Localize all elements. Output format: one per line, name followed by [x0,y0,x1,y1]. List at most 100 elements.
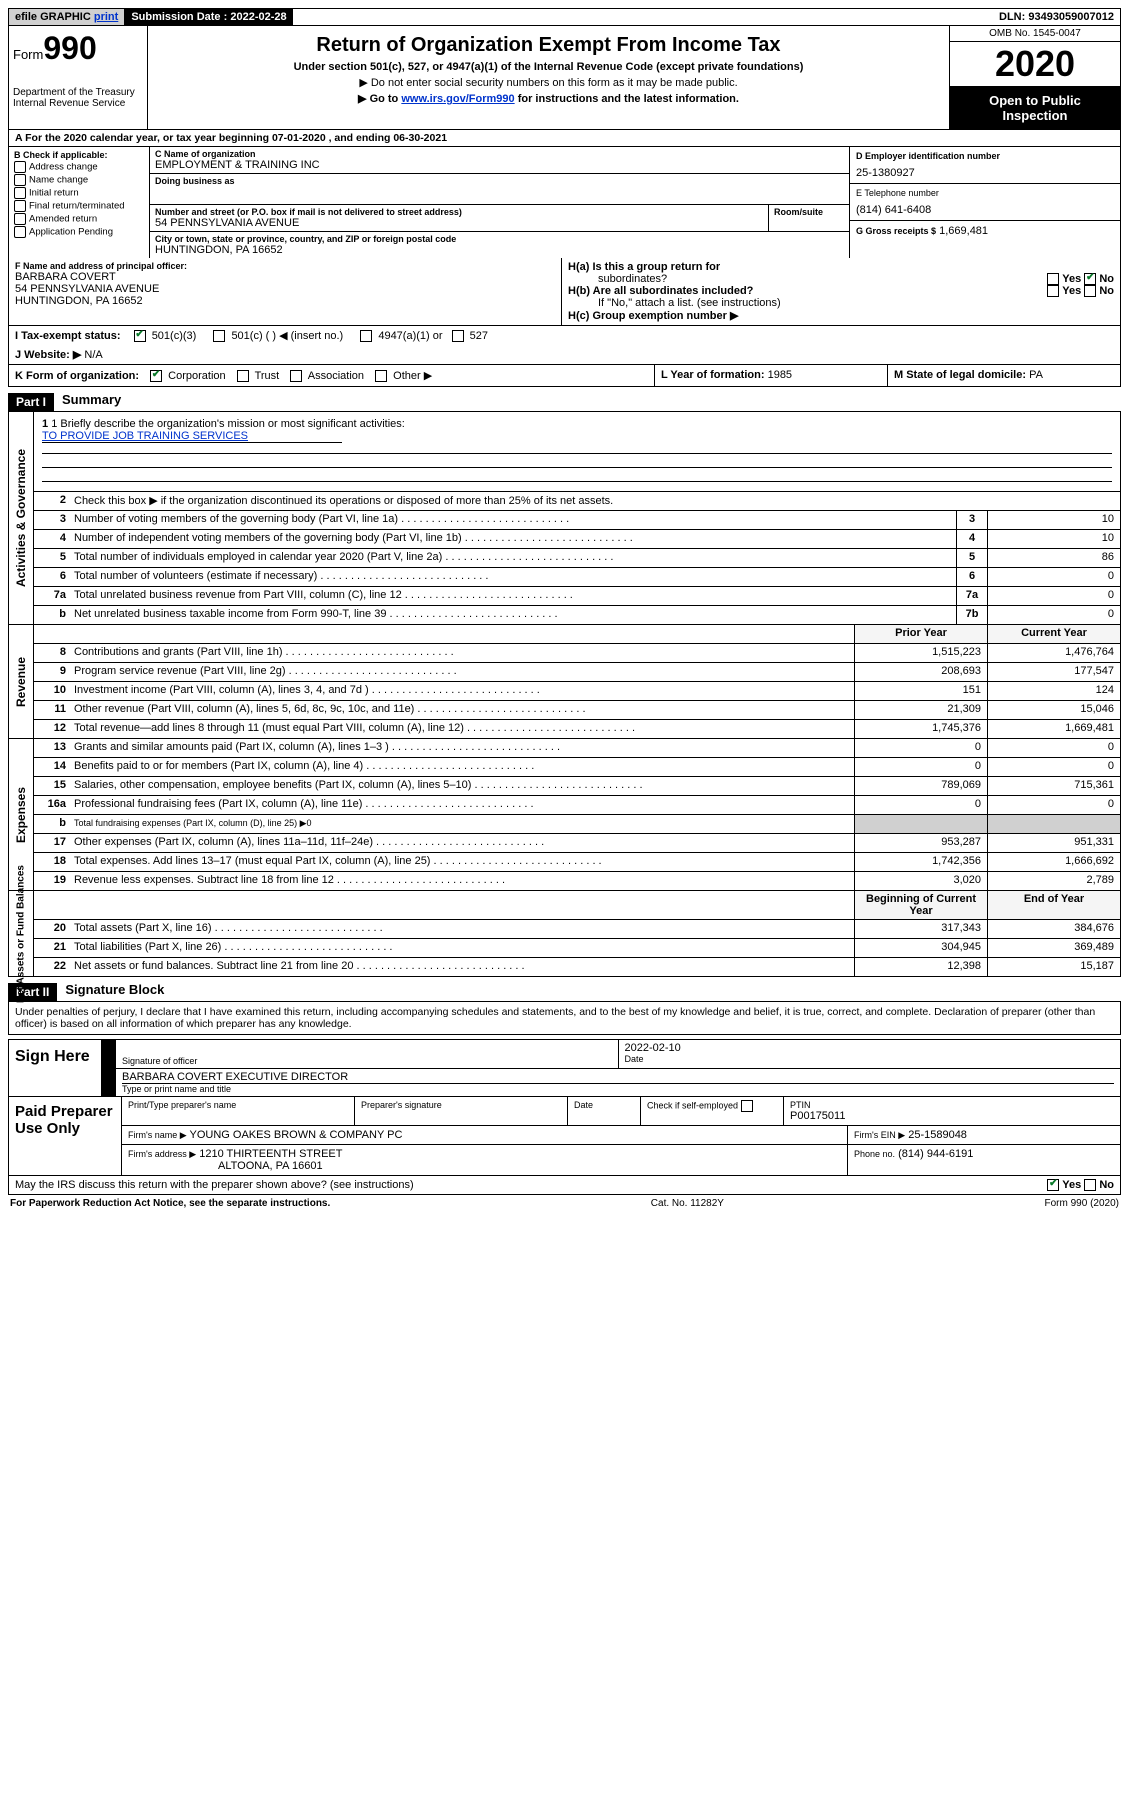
header-right: OMB No. 1545-0047 2020 Open to PublicIns… [950,26,1120,129]
name-label: C Name of organization [155,149,844,159]
prep-sig-label: Preparer's signature [361,1100,561,1110]
chk-amended-return[interactable]: Amended return [14,213,144,225]
line-13: 13Grants and similar amounts paid (Part … [34,739,1120,758]
firm-addr-label: Firm's address ▶ [128,1149,196,1159]
chk-self-employed[interactable] [741,1100,753,1112]
q2-label: Check this box ▶ if the organization dis… [70,492,1120,510]
chk-application-pending[interactable]: Application Pending [14,226,144,238]
part1-title: Summary [62,392,121,407]
discuss-row: May the IRS discuss this return with the… [8,1176,1121,1195]
tel-value: (814) 641-6408 [856,204,1114,216]
side-gov: Activities & Governance [9,412,34,624]
name-title-label: Type or print name and title [122,1084,1114,1094]
chk-final-return[interactable]: Final return/terminated [14,200,144,212]
line-21: 21Total liabilities (Part X, line 26)304… [34,939,1120,958]
omb-number: OMB No. 1545-0047 [950,26,1120,42]
chk-501c3[interactable] [134,330,146,342]
chk-initial-return[interactable]: Initial return [14,187,144,199]
prep-date-label: Date [574,1100,634,1110]
chk-other[interactable] [375,370,387,382]
line-11: 11Other revenue (Part VIII, column (A), … [34,701,1120,720]
header-left: Form990 Department of the Treasury Inter… [9,26,148,129]
gross-value: 1,669,481 [939,225,988,237]
state-domicile: PA [1029,369,1043,381]
chk-trust[interactable] [237,370,249,382]
chk-assoc[interactable] [290,370,302,382]
mission-text[interactable]: TO PROVIDE JOB TRAINING SERVICES [42,430,342,443]
officer-name-title: BARBARA COVERT EXECUTIVE DIRECTOR [122,1071,1114,1084]
hdr-prior: Prior Year [854,625,987,643]
main-title: Return of Organization Exempt From Incom… [158,34,939,57]
arrow-icon [102,1040,116,1068]
firm-name-label: Firm's name ▶ [128,1130,187,1140]
q1-block: 1 1 Briefly describe the organization's … [34,412,1120,492]
paid-label: Paid Preparer Use Only [9,1097,122,1175]
discuss-label: May the IRS discuss this return with the… [15,1179,414,1191]
form-header: Form990 Department of the Treasury Inter… [8,26,1121,130]
paid-preparer-block: Paid Preparer Use Only Print/Type prepar… [8,1097,1121,1176]
line-10: 10Investment income (Part VIII, column (… [34,682,1120,701]
discuss-yes[interactable] [1047,1179,1059,1191]
gov-line-5: 5Total number of individuals employed in… [34,549,1120,568]
efile-label: efile GRAPHIC print [9,9,125,25]
chk-address-change[interactable]: Address change [14,161,144,173]
part2-header: Part II Signature Block [8,977,1121,1002]
hb-no[interactable] [1084,285,1096,297]
chk-501c[interactable] [213,330,225,342]
line-19: 19Revenue less expenses. Subtract line 1… [34,872,1120,890]
instruction-1: Do not enter social security numbers on … [158,76,939,89]
footer-left: For Paperwork Reduction Act Notice, see … [10,1198,330,1209]
ha-yes[interactable] [1047,273,1059,285]
ha-no[interactable] [1084,273,1096,285]
org-name: EMPLOYMENT & TRAINING INC [155,159,844,171]
self-emp-label: Check if self-employed [647,1100,777,1112]
year-formation: 1985 [768,369,792,381]
officer-addr1: 54 PENNSYLVANIA AVENUE [15,283,555,295]
part1-header: Part I Summary [8,387,1121,412]
line-17: 17Other expenses (Part IX, column (A), l… [34,834,1120,853]
phone-label: Phone no. [854,1149,895,1159]
k-label: K Form of organization: [15,370,139,382]
h-note: If "No," attach a list. (see instruction… [568,297,1114,309]
website-value: N/A [84,349,102,361]
gross-label: G Gross receipts $ [856,226,936,236]
open-to-public: Open to PublicInspection [950,87,1120,129]
gov-block: Activities & Governance 1 1 Briefly desc… [8,412,1121,625]
chk-4947[interactable] [360,330,372,342]
print-link[interactable]: print [94,11,118,23]
gov-line-7a: 7aTotal unrelated business revenue from … [34,587,1120,606]
expenses-block: Expenses 13Grants and similar amounts pa… [8,739,1121,891]
chk-name-change[interactable]: Name change [14,174,144,186]
discuss-no[interactable] [1084,1179,1096,1191]
line-9: 9Program service revenue (Part VIII, lin… [34,663,1120,682]
ein-label: D Employer identification number [856,151,1114,161]
f-label: F Name and address of principal officer: [15,261,555,271]
header-center: Return of Organization Exempt From Incom… [148,26,950,129]
line-12: 12Total revenue—add lines 8 through 11 (… [34,720,1120,738]
firm-addr1: 1210 THIRTEENTH STREET [199,1148,342,1160]
j-label: J Website: ▶ [15,349,81,361]
tax-year: 2020 [950,42,1120,87]
side-net: Net Assets or Fund Balances [9,891,34,976]
org-address: 54 PENNSYLVANIA AVENUE [155,217,763,229]
col-c-org-name: C Name of organization EMPLOYMENT & TRAI… [150,147,850,258]
line-16a: 16aProfessional fundraising fees (Part I… [34,796,1120,815]
footer-mid: Cat. No. 11282Y [651,1198,724,1209]
date-label: Date [625,1054,1115,1064]
city-label: City or town, state or province, country… [155,234,844,244]
hb-yes[interactable] [1047,285,1059,297]
netassets-block: Net Assets or Fund Balances Beginning of… [8,891,1121,977]
irs-link[interactable]: www.irs.gov/Form990 [401,93,514,105]
firm-ein: 25-1589048 [908,1129,967,1141]
prep-name-label: Print/Type preparer's name [128,1100,348,1110]
chk-corp[interactable] [150,370,162,382]
hc-label: H(c) Group exemption number ▶ [568,309,1114,322]
line-14: 14Benefits paid to or for members (Part … [34,758,1120,777]
gov-line-6: 6Total number of volunteers (estimate if… [34,568,1120,587]
org-info-block: B Check if applicable: Address change Na… [8,147,1121,258]
q1-label: 1 Briefly describe the organization's mi… [51,418,405,430]
row-f-h: F Name and address of principal officer:… [8,258,1121,326]
firm-addr2: ALTOONA, PA 16601 [128,1160,323,1172]
chk-527[interactable] [452,330,464,342]
ptin-label: PTIN [790,1100,1114,1110]
